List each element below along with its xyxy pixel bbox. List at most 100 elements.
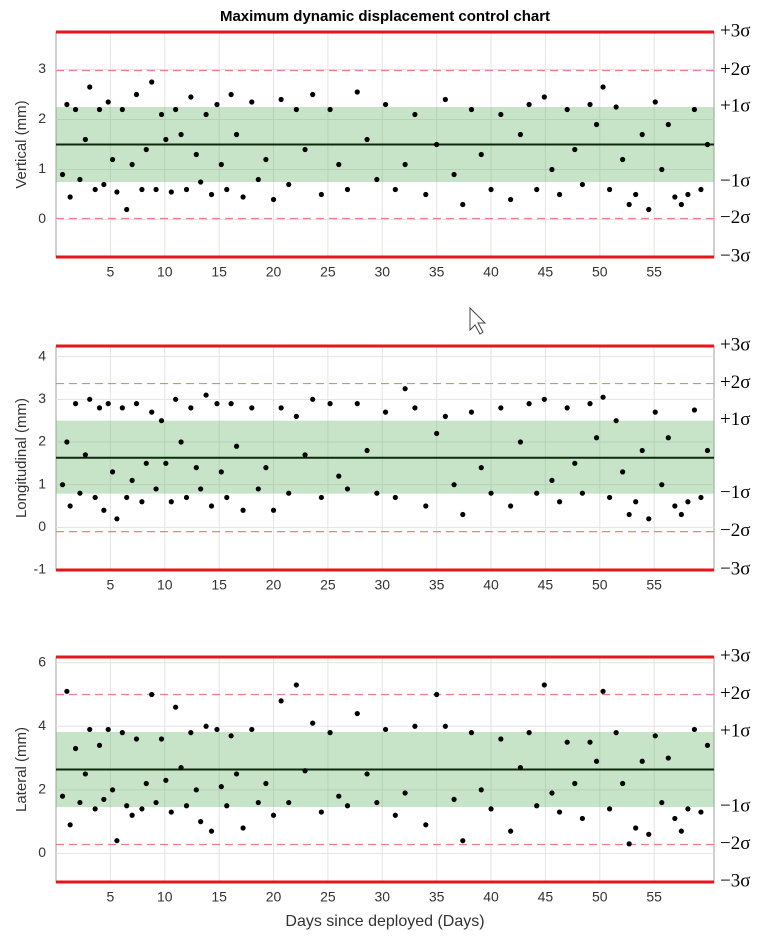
data-point <box>158 418 165 424</box>
data-point <box>685 499 691 505</box>
data-point <box>556 191 563 198</box>
data-point <box>336 793 342 799</box>
data-point <box>587 101 593 108</box>
data-point <box>168 809 174 815</box>
data-point <box>218 161 224 168</box>
data-point <box>698 186 704 193</box>
data-point <box>82 771 88 777</box>
data-point <box>468 106 475 113</box>
data-point <box>468 409 475 415</box>
data-point <box>233 131 240 138</box>
data-point <box>173 396 179 402</box>
data-point <box>626 511 632 518</box>
data-point <box>327 106 333 113</box>
data-point <box>652 409 658 415</box>
data-point <box>498 405 504 411</box>
data-point <box>270 812 277 818</box>
limit-label: +2σ <box>720 372 750 393</box>
data-point <box>423 191 429 198</box>
data-point <box>639 758 645 764</box>
limit-label: +3σ <box>720 20 750 41</box>
data-point <box>67 503 73 509</box>
limit-label: −1σ <box>720 795 750 816</box>
limit-label: −2σ <box>720 833 750 854</box>
y-tick-label: 3 <box>38 390 46 406</box>
data-point <box>318 494 324 501</box>
x-tick-label: 25 <box>320 264 336 280</box>
data-point <box>364 136 370 143</box>
data-point <box>665 755 671 761</box>
data-point <box>87 84 93 90</box>
limit-label: +1σ <box>720 409 750 430</box>
x-tick-label: 25 <box>320 577 336 593</box>
data-point <box>600 394 606 400</box>
data-point <box>92 494 98 501</box>
data-point <box>517 131 524 138</box>
data-point <box>133 91 140 98</box>
data-point <box>214 101 220 108</box>
data-point <box>286 799 292 806</box>
data-point <box>434 141 440 148</box>
x-tick-label: 10 <box>157 889 173 905</box>
data-point <box>468 730 475 736</box>
data-point <box>672 815 678 822</box>
data-point <box>188 730 194 736</box>
x-tick-label: 40 <box>483 577 499 593</box>
data-point <box>310 91 316 98</box>
data-point <box>278 698 284 704</box>
data-point <box>593 121 600 128</box>
data-point <box>178 764 184 771</box>
data-point <box>240 194 246 200</box>
data-point <box>691 106 698 113</box>
data-point <box>526 730 532 736</box>
x-tick-label: 30 <box>374 889 390 905</box>
data-point <box>139 806 145 812</box>
x-tick-label: 45 <box>538 889 554 905</box>
x-tick-label: 15 <box>211 577 227 593</box>
x-tick-label: 10 <box>157 264 173 280</box>
limit-label: +1σ <box>720 720 750 741</box>
data-point <box>336 473 342 479</box>
data-point <box>119 106 125 113</box>
data-point <box>96 742 103 748</box>
data-point <box>564 405 570 411</box>
data-point <box>153 799 159 806</box>
data-point <box>354 710 360 717</box>
data-point <box>392 186 398 193</box>
data-point <box>620 780 626 787</box>
data-point <box>188 94 194 100</box>
data-point <box>508 196 514 203</box>
data-point <box>203 111 209 118</box>
y-tick-label: 1 <box>38 160 46 176</box>
data-point <box>77 490 83 496</box>
cursor <box>469 306 487 335</box>
data-point <box>698 494 704 501</box>
y-axis-label: Longitudinal (mm) <box>13 398 30 518</box>
chart-title: Maximum dynamic displacement control cha… <box>220 8 550 25</box>
data-point <box>364 447 370 454</box>
data-point <box>593 435 600 441</box>
data-point <box>556 809 563 815</box>
data-point <box>124 803 130 809</box>
data-point <box>114 838 120 844</box>
data-point <box>318 809 324 815</box>
data-point <box>228 733 234 739</box>
data-point <box>263 465 269 471</box>
data-point <box>572 460 578 466</box>
data-point <box>208 828 215 834</box>
data-point <box>646 206 652 213</box>
y-tick-label: 2 <box>38 781 46 797</box>
x-tick-label: 20 <box>266 577 282 593</box>
data-point <box>685 191 691 198</box>
data-point <box>423 822 429 828</box>
data-point <box>193 151 199 158</box>
limit-label: −1σ <box>720 170 750 191</box>
data-point <box>600 84 606 90</box>
data-point <box>109 787 116 793</box>
data-point <box>402 386 408 392</box>
data-point <box>402 790 408 796</box>
data-point <box>129 477 135 483</box>
data-point <box>451 482 457 488</box>
data-point <box>224 803 230 809</box>
data-point <box>659 482 665 488</box>
